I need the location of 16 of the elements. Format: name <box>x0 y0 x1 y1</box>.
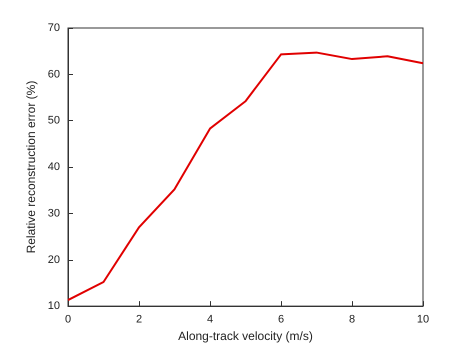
x-tick-label: 6 <box>278 314 284 326</box>
y-tick-label: 10 <box>48 300 60 312</box>
x-tick-label: 10 <box>416 314 430 326</box>
y-tick-label: 40 <box>48 161 60 174</box>
x-tick-label: 2 <box>136 314 142 326</box>
y-tick-label: 20 <box>48 254 60 266</box>
x-tick-label: 8 <box>348 314 356 326</box>
y-tick-label: 30 <box>48 207 60 220</box>
x-axis-title: Along-track velocity (m/s) <box>178 329 313 343</box>
y-tick-label: 50 <box>48 114 60 127</box>
y-axis-title: Relative reconstruction error (%) <box>24 80 38 254</box>
x-tick-label: 0 <box>64 314 72 326</box>
y-tick-label: 70 <box>48 22 60 34</box>
x-tick-label: 4 <box>206 314 214 326</box>
line-series <box>67 52 424 302</box>
y-tick-label: 60 <box>48 68 60 80</box>
